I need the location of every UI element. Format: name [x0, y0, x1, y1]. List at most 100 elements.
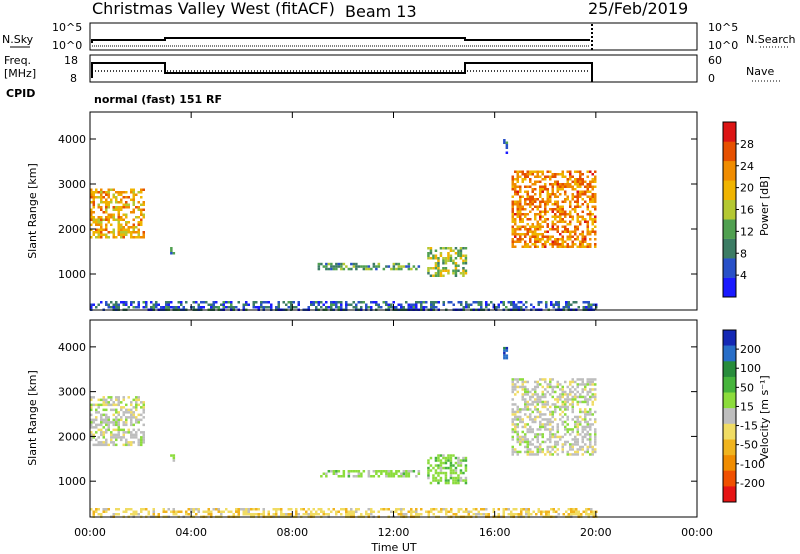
vel-cell [439, 479, 443, 482]
vel-cell [355, 508, 358, 511]
power-cell [295, 306, 298, 309]
power-cell [575, 301, 578, 304]
vel-cell [589, 440, 592, 444]
power-cell [521, 180, 524, 183]
power-cell [132, 198, 135, 201]
vel-cell [465, 510, 468, 513]
vel-cell [529, 453, 532, 456]
power-cell [571, 235, 574, 238]
power-cell [330, 306, 333, 309]
vel-cell [574, 453, 577, 456]
vel-cell [594, 388, 597, 391]
vel-cell [130, 403, 133, 407]
vel-cell [372, 475, 376, 478]
vel-cell [480, 508, 483, 511]
power-cell [465, 306, 468, 309]
power-cell [167, 301, 170, 304]
power-cell [97, 233, 100, 236]
vel-cell [122, 443, 125, 447]
power-colorbar-swatch [723, 122, 736, 142]
vel-cell [130, 508, 133, 511]
power-cell [132, 201, 135, 204]
power-cell [132, 211, 135, 214]
power-cell [534, 200, 537, 203]
vel-cell [130, 413, 133, 417]
power-cell [140, 208, 143, 211]
power-cell [342, 262, 346, 266]
power-cell [442, 262, 445, 265]
vel-cell [302, 508, 305, 511]
power-cell [330, 267, 333, 271]
vel-cell [172, 459, 176, 462]
vel-cell [107, 401, 110, 404]
vel-cell [519, 408, 522, 411]
power-cell [172, 252, 176, 255]
vel-cell [561, 420, 564, 424]
power-cell [541, 220, 544, 223]
vel-cell [559, 408, 562, 411]
vel-cell [382, 508, 385, 511]
vel-cell [566, 428, 569, 431]
vel-cell [514, 393, 517, 396]
power-cell [410, 306, 413, 309]
vel-cell [541, 385, 544, 389]
power-cell [514, 188, 517, 191]
vel-cell [464, 466, 468, 470]
power-cell [185, 301, 188, 304]
power-cell [330, 265, 333, 268]
vel-cell [529, 403, 532, 406]
power-cell [137, 303, 140, 306]
power-cell [571, 185, 574, 188]
vel-cell [536, 408, 539, 411]
power-cell [370, 301, 373, 304]
power-cell [559, 213, 562, 216]
vel-cell [536, 383, 539, 386]
power-cell [454, 252, 458, 255]
vel-colorbar-tick-label: 200 [740, 343, 761, 356]
vel-cell [97, 441, 100, 444]
power-cell [112, 303, 115, 306]
power-cell [566, 223, 569, 226]
power-cell [524, 178, 527, 181]
power-cell [255, 301, 258, 304]
vel-cell [105, 408, 108, 412]
vel-cell [437, 466, 440, 470]
vel-cell [561, 388, 564, 391]
power-cell [564, 220, 567, 223]
power-cell [330, 303, 333, 306]
vel-cell [534, 453, 537, 456]
power-cell [584, 185, 587, 188]
vel-cell [357, 508, 360, 511]
power-cell [117, 303, 120, 306]
power-cell [521, 213, 524, 216]
power-cell [90, 228, 93, 231]
power-cell [444, 259, 448, 262]
power-cell [519, 185, 522, 188]
power-cell [197, 303, 200, 306]
vel-cell [449, 461, 453, 465]
freq-panel: Freq. [MHz] 18 8 60 0 Nave CPID normal (… [4, 54, 780, 106]
vel-cell [549, 405, 552, 409]
power-cell [586, 228, 589, 231]
power-cell [437, 301, 440, 304]
power-cell [594, 238, 597, 241]
power-cell [317, 303, 320, 306]
vel-cell [152, 513, 155, 516]
vel-cell [432, 479, 435, 482]
power-cell [347, 267, 351, 271]
power-cell [95, 236, 98, 239]
power-cell [581, 243, 584, 246]
vel-cell [105, 403, 108, 407]
power-cell [345, 306, 348, 309]
power-cell [140, 221, 143, 224]
power-cell [544, 188, 547, 191]
vel-cell [564, 398, 567, 401]
nsky-trace [91, 37, 590, 43]
power-cell [554, 228, 557, 231]
power-cell [135, 206, 138, 209]
vel-cell [565, 510, 568, 513]
power-cell [447, 247, 450, 250]
vel-cell [459, 469, 463, 472]
vel-cell [571, 405, 574, 409]
vel-cell [536, 395, 539, 399]
